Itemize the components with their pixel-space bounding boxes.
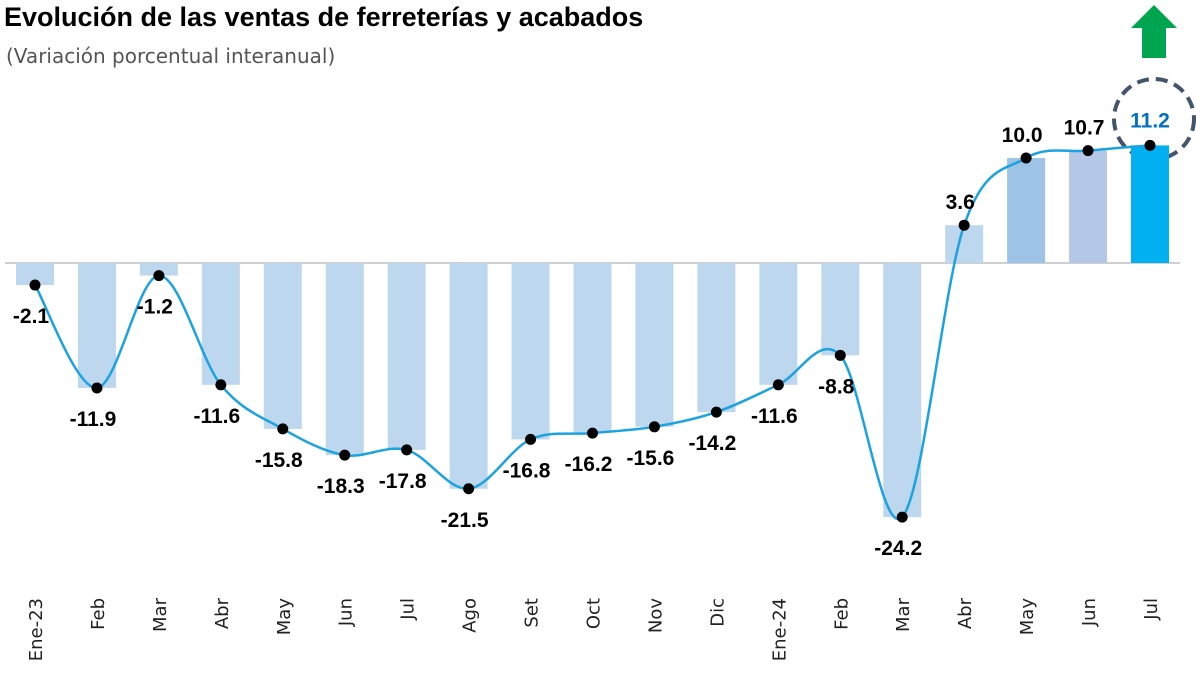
x-tick-label: Abr bbox=[212, 597, 233, 629]
bar bbox=[821, 263, 860, 356]
point bbox=[91, 382, 103, 394]
up-arrow bbox=[1131, 5, 1177, 58]
bar bbox=[263, 263, 302, 429]
bar bbox=[697, 263, 736, 413]
x-tick-label: Feb bbox=[831, 598, 852, 630]
data-label: 3.6 bbox=[946, 191, 975, 214]
data-label: -1.2 bbox=[137, 296, 173, 319]
data-label: -15.6 bbox=[627, 447, 675, 470]
data-label: -11.6 bbox=[193, 405, 240, 428]
x-tick-label: Feb bbox=[88, 598, 109, 630]
point bbox=[339, 449, 351, 461]
bar bbox=[883, 263, 922, 518]
data-label: 11.2 bbox=[1130, 109, 1170, 132]
bar bbox=[945, 225, 984, 263]
point bbox=[401, 444, 413, 456]
bar bbox=[759, 263, 798, 385]
point bbox=[215, 379, 227, 391]
x-tick-label: Oct bbox=[584, 598, 605, 629]
x-tick-label: Mar bbox=[893, 597, 914, 632]
data-label: -17.8 bbox=[379, 470, 427, 493]
x-tick-label: May bbox=[1017, 598, 1038, 636]
data-label: 10.7 bbox=[1064, 117, 1105, 140]
bar bbox=[16, 263, 54, 286]
point bbox=[834, 349, 846, 361]
bar bbox=[139, 263, 178, 276]
bar bbox=[573, 263, 612, 434]
point bbox=[772, 379, 784, 391]
data-label: -14.2 bbox=[688, 432, 736, 455]
data-label: -15.8 bbox=[255, 449, 303, 472]
chart-title: Evolución de las ventas de ferreterías y… bbox=[4, 2, 643, 32]
x-tick-label: Ene-24 bbox=[769, 598, 790, 661]
data-label: -21.5 bbox=[441, 509, 489, 532]
x-tick-label: Ago bbox=[460, 598, 481, 633]
bar bbox=[1069, 150, 1108, 263]
bar bbox=[1007, 158, 1046, 263]
bar bbox=[1131, 145, 1169, 263]
x-tick-label: May bbox=[274, 598, 295, 636]
data-label: -11.6 bbox=[751, 405, 798, 428]
point bbox=[896, 511, 908, 523]
x-tick-label: Mar bbox=[150, 597, 171, 632]
point bbox=[29, 279, 41, 291]
point bbox=[587, 427, 598, 439]
point bbox=[1020, 152, 1032, 164]
bar bbox=[511, 263, 550, 440]
point bbox=[525, 433, 537, 445]
data-label: 10.0 bbox=[1002, 124, 1043, 147]
point bbox=[958, 219, 970, 231]
point bbox=[463, 483, 475, 495]
data-label: -11.9 bbox=[70, 408, 117, 431]
x-tick-label: Ene-23 bbox=[26, 598, 47, 661]
x-tick-label: Jul bbox=[398, 598, 419, 621]
chart-subtitle: (Variación porcentual interanual) bbox=[6, 44, 335, 68]
bar bbox=[325, 263, 364, 456]
x-tick-label: Dic bbox=[707, 598, 728, 627]
data-label: -16.8 bbox=[503, 459, 551, 482]
x-tick-label: Abr bbox=[955, 597, 976, 629]
point bbox=[277, 423, 289, 435]
bar bbox=[635, 263, 674, 427]
x-tick-label: Nov bbox=[645, 598, 666, 633]
point bbox=[153, 270, 165, 282]
x-tick-label: Set bbox=[522, 598, 543, 628]
data-label: -8.8 bbox=[818, 375, 855, 398]
point bbox=[648, 421, 660, 433]
x-tick-label: Jul bbox=[1141, 598, 1162, 621]
data-label: -2.1 bbox=[13, 305, 50, 328]
data-label: -24.2 bbox=[874, 537, 922, 560]
x-tick-label: Jun bbox=[336, 598, 357, 627]
bar bbox=[77, 263, 116, 388]
x-tick-label: Jun bbox=[1079, 598, 1100, 627]
data-label: -18.3 bbox=[317, 475, 365, 498]
bar bbox=[449, 263, 488, 489]
data-label: -16.2 bbox=[565, 453, 613, 476]
point bbox=[1144, 139, 1156, 151]
point bbox=[710, 406, 722, 418]
point bbox=[1082, 145, 1094, 157]
bar bbox=[201, 263, 240, 385]
bar bbox=[387, 263, 426, 450]
